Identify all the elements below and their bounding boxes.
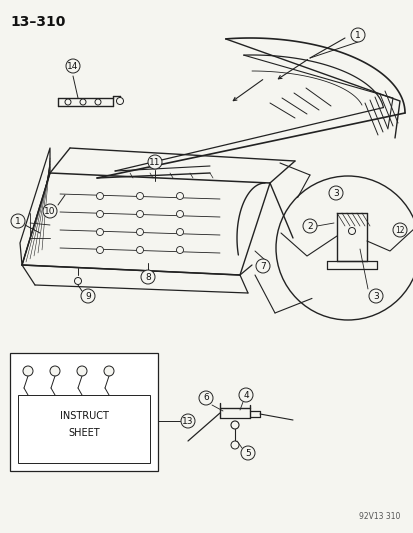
Text: 11: 11 bbox=[149, 157, 160, 166]
Circle shape bbox=[66, 59, 80, 73]
Circle shape bbox=[136, 211, 143, 217]
Circle shape bbox=[255, 259, 269, 273]
Text: 3: 3 bbox=[332, 189, 338, 198]
Circle shape bbox=[74, 278, 81, 285]
Text: 8: 8 bbox=[145, 272, 150, 281]
Circle shape bbox=[147, 155, 161, 169]
Circle shape bbox=[348, 228, 355, 235]
Circle shape bbox=[199, 391, 212, 405]
Text: 13–310: 13–310 bbox=[10, 15, 65, 29]
Circle shape bbox=[50, 366, 60, 376]
Circle shape bbox=[230, 421, 238, 429]
Circle shape bbox=[136, 192, 143, 199]
Text: 5: 5 bbox=[244, 448, 250, 457]
Text: 14: 14 bbox=[67, 61, 78, 70]
Text: 7: 7 bbox=[259, 262, 265, 271]
Circle shape bbox=[11, 214, 25, 228]
Circle shape bbox=[136, 229, 143, 236]
Circle shape bbox=[180, 414, 195, 428]
Circle shape bbox=[96, 246, 103, 254]
Text: 1: 1 bbox=[15, 216, 21, 225]
Circle shape bbox=[116, 98, 123, 104]
Text: 6: 6 bbox=[203, 393, 209, 402]
Circle shape bbox=[238, 388, 252, 402]
Circle shape bbox=[96, 211, 103, 217]
Circle shape bbox=[136, 246, 143, 254]
Circle shape bbox=[104, 366, 114, 376]
Circle shape bbox=[392, 223, 406, 237]
Circle shape bbox=[176, 246, 183, 254]
Text: SHEET: SHEET bbox=[68, 428, 100, 438]
Circle shape bbox=[23, 366, 33, 376]
Circle shape bbox=[95, 99, 101, 105]
Circle shape bbox=[240, 446, 254, 460]
Text: 12: 12 bbox=[394, 225, 404, 235]
Circle shape bbox=[176, 192, 183, 199]
Circle shape bbox=[176, 211, 183, 217]
Text: 3: 3 bbox=[372, 292, 378, 301]
Circle shape bbox=[77, 366, 87, 376]
Circle shape bbox=[176, 229, 183, 236]
Circle shape bbox=[275, 176, 413, 320]
Circle shape bbox=[302, 219, 316, 233]
Text: 1: 1 bbox=[354, 30, 360, 39]
Text: 92V13 310: 92V13 310 bbox=[358, 512, 399, 521]
Circle shape bbox=[328, 186, 342, 200]
Circle shape bbox=[141, 270, 154, 284]
Text: 13: 13 bbox=[182, 416, 193, 425]
Circle shape bbox=[81, 289, 95, 303]
Circle shape bbox=[96, 192, 103, 199]
Circle shape bbox=[80, 99, 86, 105]
Circle shape bbox=[96, 229, 103, 236]
Circle shape bbox=[230, 441, 238, 449]
Text: 2: 2 bbox=[306, 222, 312, 230]
Text: INSTRUCT: INSTRUCT bbox=[59, 411, 108, 421]
Circle shape bbox=[368, 289, 382, 303]
Text: 10: 10 bbox=[44, 206, 56, 215]
Bar bbox=[10, 353, 158, 471]
Text: 4: 4 bbox=[242, 391, 248, 400]
Bar bbox=[18, 395, 150, 463]
Circle shape bbox=[43, 204, 57, 218]
Circle shape bbox=[350, 28, 364, 42]
Circle shape bbox=[65, 99, 71, 105]
Text: 9: 9 bbox=[85, 292, 91, 301]
